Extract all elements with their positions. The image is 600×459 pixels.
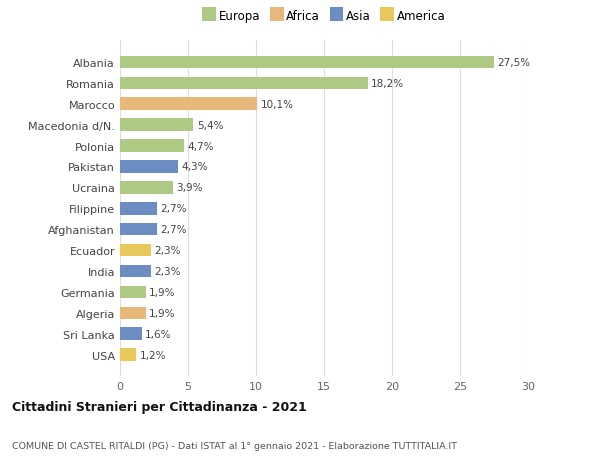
Legend: Europa, Africa, Asia, America: Europa, Africa, Asia, America (202, 11, 446, 23)
Text: Cittadini Stranieri per Cittadinanza - 2021: Cittadini Stranieri per Cittadinanza - 2… (12, 400, 307, 413)
Text: 1,9%: 1,9% (149, 308, 176, 318)
Text: 2,7%: 2,7% (160, 204, 187, 214)
Text: 2,7%: 2,7% (160, 225, 187, 235)
Text: COMUNE DI CASTEL RITALDI (PG) - Dati ISTAT al 1° gennaio 2021 - Elaborazione TUT: COMUNE DI CASTEL RITALDI (PG) - Dati IST… (12, 441, 457, 450)
Bar (120, 286, 146, 298)
Text: 18,2%: 18,2% (371, 78, 404, 89)
Bar (120, 119, 193, 132)
Text: 1,9%: 1,9% (149, 287, 176, 297)
Bar (120, 265, 151, 278)
Text: 10,1%: 10,1% (261, 100, 294, 110)
Text: 1,2%: 1,2% (140, 350, 166, 360)
Text: 3,9%: 3,9% (176, 183, 203, 193)
Text: 5,4%: 5,4% (197, 120, 223, 130)
Text: 4,7%: 4,7% (187, 141, 214, 151)
Text: 1,6%: 1,6% (145, 329, 172, 339)
Bar (120, 56, 494, 69)
Bar (120, 182, 173, 194)
Bar (120, 78, 368, 90)
Bar (120, 328, 142, 340)
Bar (120, 349, 136, 361)
Text: 27,5%: 27,5% (497, 58, 530, 68)
Bar (120, 244, 151, 257)
Bar (120, 98, 257, 111)
Text: 4,3%: 4,3% (182, 162, 208, 172)
Bar (120, 307, 146, 319)
Bar (120, 161, 178, 174)
Bar (120, 202, 157, 215)
Text: 2,3%: 2,3% (155, 246, 181, 256)
Bar (120, 140, 184, 152)
Bar (120, 224, 157, 236)
Text: 2,3%: 2,3% (155, 266, 181, 276)
